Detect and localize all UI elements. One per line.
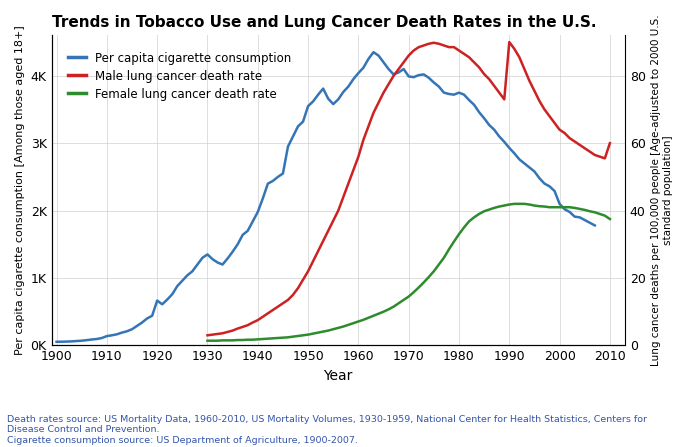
Y-axis label: Lung cancer deaths per 100,000 people [Age-adjusted to 2000 U.S.
standard popula: Lung cancer deaths per 100,000 people [A…	[652, 15, 673, 366]
Text: Trends in Tobacco Use and Lung Cancer Death Rates in the U.S.: Trends in Tobacco Use and Lung Cancer De…	[52, 15, 596, 30]
X-axis label: Year: Year	[323, 369, 353, 383]
Legend: Per capita cigarette consumption, Male lung cancer death rate, Female lung cance: Per capita cigarette consumption, Male l…	[63, 47, 296, 105]
Y-axis label: Per capita cigarette consumption [Among those aged 18+]: Per capita cigarette consumption [Among …	[15, 25, 25, 355]
Text: Death rates source: US Mortality Data, 1960-2010, US Mortality Volumes, 1930-195: Death rates source: US Mortality Data, 1…	[7, 415, 647, 445]
